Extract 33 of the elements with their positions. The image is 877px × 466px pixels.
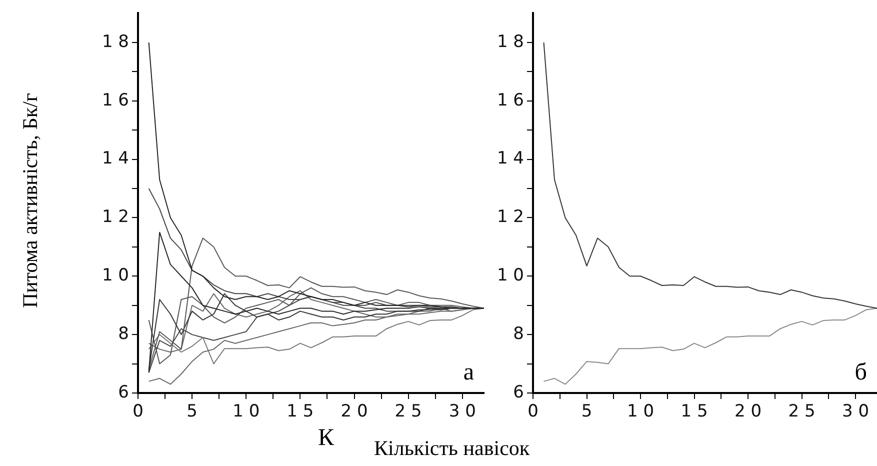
x-tick-label: 5 xyxy=(581,402,592,422)
x-tick-label: 2 0 xyxy=(734,402,762,422)
y-tick-label: 1 0 xyxy=(496,266,524,286)
y-tick-label: 8 xyxy=(513,324,524,344)
y-tick-label: 1 0 xyxy=(102,266,129,286)
x-tick-label: 1 0 xyxy=(626,402,654,422)
y-tick-label: 1 2 xyxy=(496,207,524,228)
x-axis-title: К xyxy=(318,425,334,452)
y-tick-label: 6 xyxy=(513,382,524,402)
x-tick-label: 5 xyxy=(186,402,198,422)
x-tick-label: 1 5 xyxy=(680,402,708,422)
y-tick-label: 1 6 xyxy=(102,90,129,110)
y-tick-label: 6 xyxy=(118,382,129,402)
annotation: а xyxy=(463,359,474,386)
x-tick-label: 0 xyxy=(528,402,538,422)
x-tick-label: 1 5 xyxy=(286,402,314,422)
x-axis-title: Кількість навісок xyxy=(374,436,530,461)
y-tick-label: 1 2 xyxy=(102,207,129,228)
y-tick-label: 1 4 xyxy=(496,148,524,169)
y-tick-label: 1 6 xyxy=(496,90,524,110)
y-tick-label: 8 xyxy=(118,324,129,344)
annotation: б xyxy=(854,359,867,386)
x-tick-label: 3 0 xyxy=(448,402,476,422)
y-tick-label: 1 8 xyxy=(102,32,129,52)
x-tick-label: 2 5 xyxy=(394,402,422,422)
x-tick-label: 0 xyxy=(132,402,144,422)
y-axis-title: Питома активність, Бк/г xyxy=(18,92,43,308)
x-tick-label: 1 0 xyxy=(232,402,260,422)
y-tick-label: 1 4 xyxy=(102,148,129,169)
x-tick-label: 3 0 xyxy=(842,402,870,422)
y-tick-label: 1 8 xyxy=(496,32,524,52)
x-tick-label: 2 5 xyxy=(788,402,816,422)
x-tick-label: 2 0 xyxy=(340,402,368,422)
